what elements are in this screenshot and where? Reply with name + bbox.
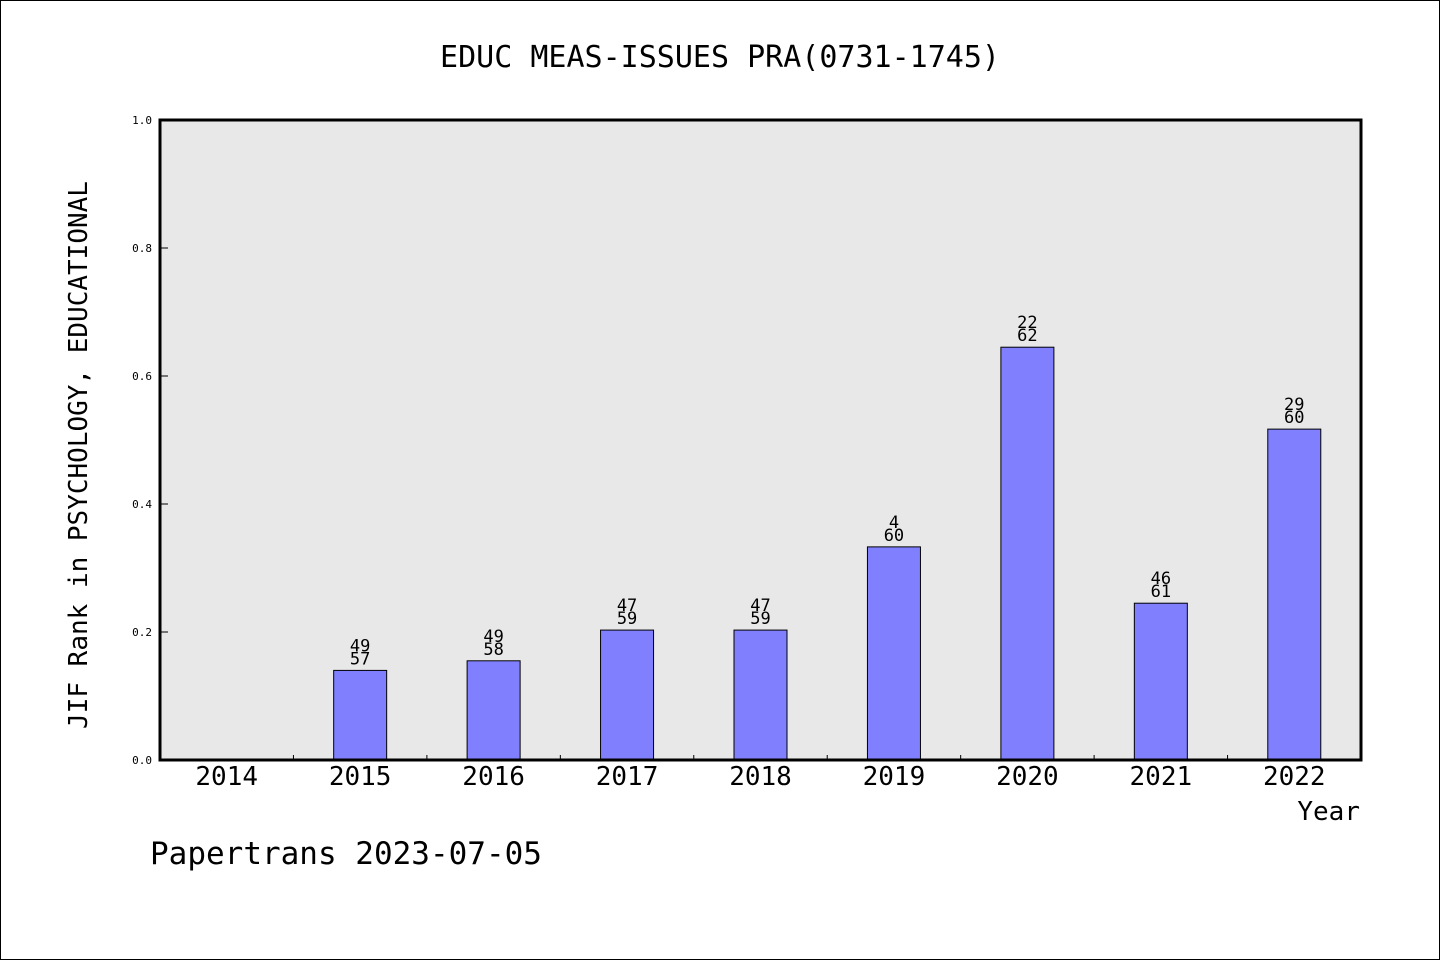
bar-label-2020-total: 62 (1017, 326, 1037, 346)
plot-border (158, 118, 1363, 762)
bar-label-2020-rank: 22 (1017, 313, 1037, 333)
bar-label-2019-total: 60 (884, 526, 904, 546)
x-tick-label-2018: 2018 (729, 762, 792, 792)
y-tick-label-0.0: 0.0 (132, 754, 152, 767)
bar-2017 (600, 629, 655, 761)
bar-label-2019-rank: 4 (889, 513, 899, 533)
y-tick-label-0.2: 0.2 (132, 626, 152, 639)
x-tick-label-2016: 2016 (462, 762, 525, 792)
x-tick-label-2022: 2022 (1263, 762, 1326, 792)
bar-2019 (866, 546, 921, 761)
bar-label-2016-total: 58 (483, 640, 503, 660)
bars-layer (333, 346, 1322, 761)
bar-label-2022-rank: 29 (1284, 395, 1304, 415)
bar-2020 (1000, 346, 1055, 761)
watermark-text: Papertrans 2023-07-05 (150, 836, 542, 872)
bar-2018 (733, 629, 788, 761)
bar-label-2018-rank: 47 (750, 596, 770, 616)
bar-label-2015-total: 57 (350, 649, 370, 669)
y-tick-label-1.0: 1.0 (132, 114, 152, 127)
bar-label-2018-total: 59 (750, 609, 770, 629)
bar-label-2016-rank: 49 (483, 627, 503, 647)
y-tick-label-0.4: 0.4 (132, 498, 152, 511)
x-tick-label-2017: 2017 (596, 762, 659, 792)
chart-title: EDUC MEAS-ISSUES PRA(0731-1745) (440, 40, 1000, 75)
y-axis-label: JIF Rank in PSYCHOLOGY, EDUCATIONAL (64, 181, 94, 729)
bar-label-2017-rank: 47 (617, 596, 637, 616)
x-tick-label-2020: 2020 (996, 762, 1059, 792)
x-tick-label-2015: 2015 (329, 762, 392, 792)
y-ticks-layer: 0.0 0.2 0.4 0.6 0.8 1.0 (132, 114, 168, 767)
bar-label-2022-total: 60 (1284, 408, 1304, 428)
bar-label-2017-total: 59 (617, 609, 637, 629)
bar-label-2015-rank: 49 (350, 636, 370, 656)
x-tick-label-2019: 2019 (863, 762, 926, 792)
x-ticks-layer: 2014 2015 2016 2017 2018 2019 2020 2021 2022 (195, 755, 1326, 792)
y-tick-label-0.6: 0.6 (132, 370, 152, 383)
bar-2015 (333, 669, 388, 761)
bar-label-2021-total: 61 (1151, 582, 1171, 602)
bar-label-2021-rank: 46 (1151, 569, 1171, 589)
x-axis-label: Year (1297, 797, 1360, 827)
bar-2016 (466, 660, 521, 761)
x-tick-label-2014: 2014 (195, 762, 258, 792)
bar-2021 (1133, 602, 1188, 761)
y-tick-label-0.8: 0.8 (132, 242, 152, 255)
x-tick-label-2021: 2021 (1130, 762, 1193, 792)
bar-2022 (1267, 428, 1322, 761)
